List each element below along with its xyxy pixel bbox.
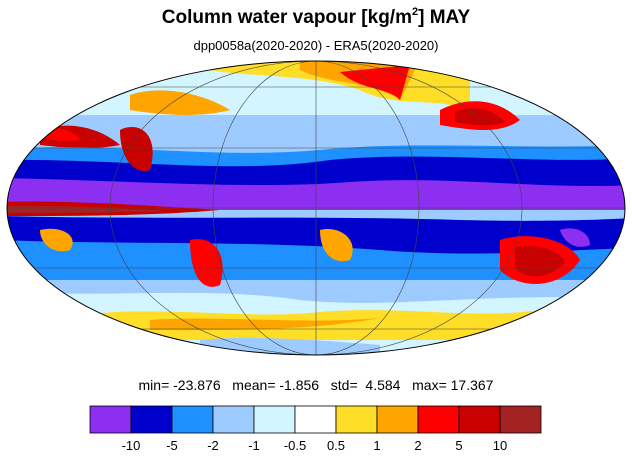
colorbar-swatch: [130, 405, 173, 434]
colorbar-tick-label: 10: [493, 438, 507, 453]
colorbar-swatch: [335, 405, 378, 434]
stat-std: 4.584: [365, 377, 401, 393]
colorbar-tick-label: 1: [373, 438, 380, 453]
colorbar-swatch: [212, 405, 255, 434]
colorbar-swatch: [253, 405, 296, 434]
stat-mean: -1.856: [279, 377, 320, 393]
colorbar-swatch: [89, 405, 132, 434]
colorbar-tick-label: 0.5: [327, 438, 345, 453]
colorbar-tick-label: 5: [455, 438, 462, 453]
colorbar-tick-label: -10: [122, 438, 141, 453]
map-title: Column water vapour [kg/m2] MAY: [161, 6, 471, 29]
colorbar-tick-label: 2: [414, 438, 421, 453]
stat-max: 17.367: [450, 377, 494, 393]
map-subtitle: dpp0058a(2020-2020) - ERA5(2020-2020): [193, 38, 439, 53]
colorbar-swatch: [458, 405, 501, 434]
colorbar-tick-label: -5: [166, 438, 178, 453]
colorbar-swatch: [294, 405, 337, 434]
colorbar-swatch: [376, 405, 419, 434]
colorbar-swatch: [417, 405, 460, 434]
stat-min: -23.876: [173, 377, 221, 393]
statistics-line: min= -23.876 mean= -1.856 std= 4.584 max…: [138, 377, 494, 393]
colorbar-swatch: [499, 405, 542, 434]
globe-outline: [6, 60, 626, 356]
colorbar-tick-label: -1: [248, 438, 260, 453]
colorbar-tick-label: -0.5: [284, 438, 306, 453]
colorbar-swatch: [171, 405, 214, 434]
colorbar-tick-label: -2: [207, 438, 219, 453]
